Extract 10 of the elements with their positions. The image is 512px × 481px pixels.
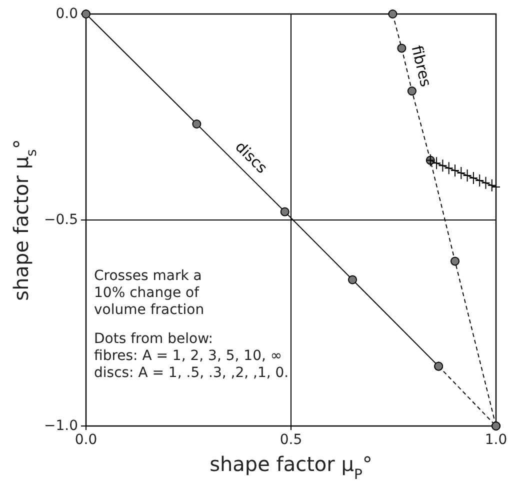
x-tick-label: 0.5: [280, 432, 302, 448]
annotation: Crosses mark a 10% change of volume fraction: [94, 268, 204, 318]
x-tick-label: 1.0: [484, 432, 508, 448]
x-axis-title: shape factor μ$_{P}$°: [210, 452, 372, 481]
y-tick-label: −0.5: [44, 212, 78, 228]
text: fibres: [408, 44, 435, 89]
annotation: Dots from below: fibres: A = 1, 2, 3, 5, 10, ∞ discs: A = 1, .5, .3, ,2, ,1, 0.: [94, 331, 289, 381]
y-tick-label: 0.0: [56, 6, 78, 22]
x-tick-label: 0.0: [74, 432, 98, 448]
y-tick-label: −1.0: [44, 418, 78, 434]
